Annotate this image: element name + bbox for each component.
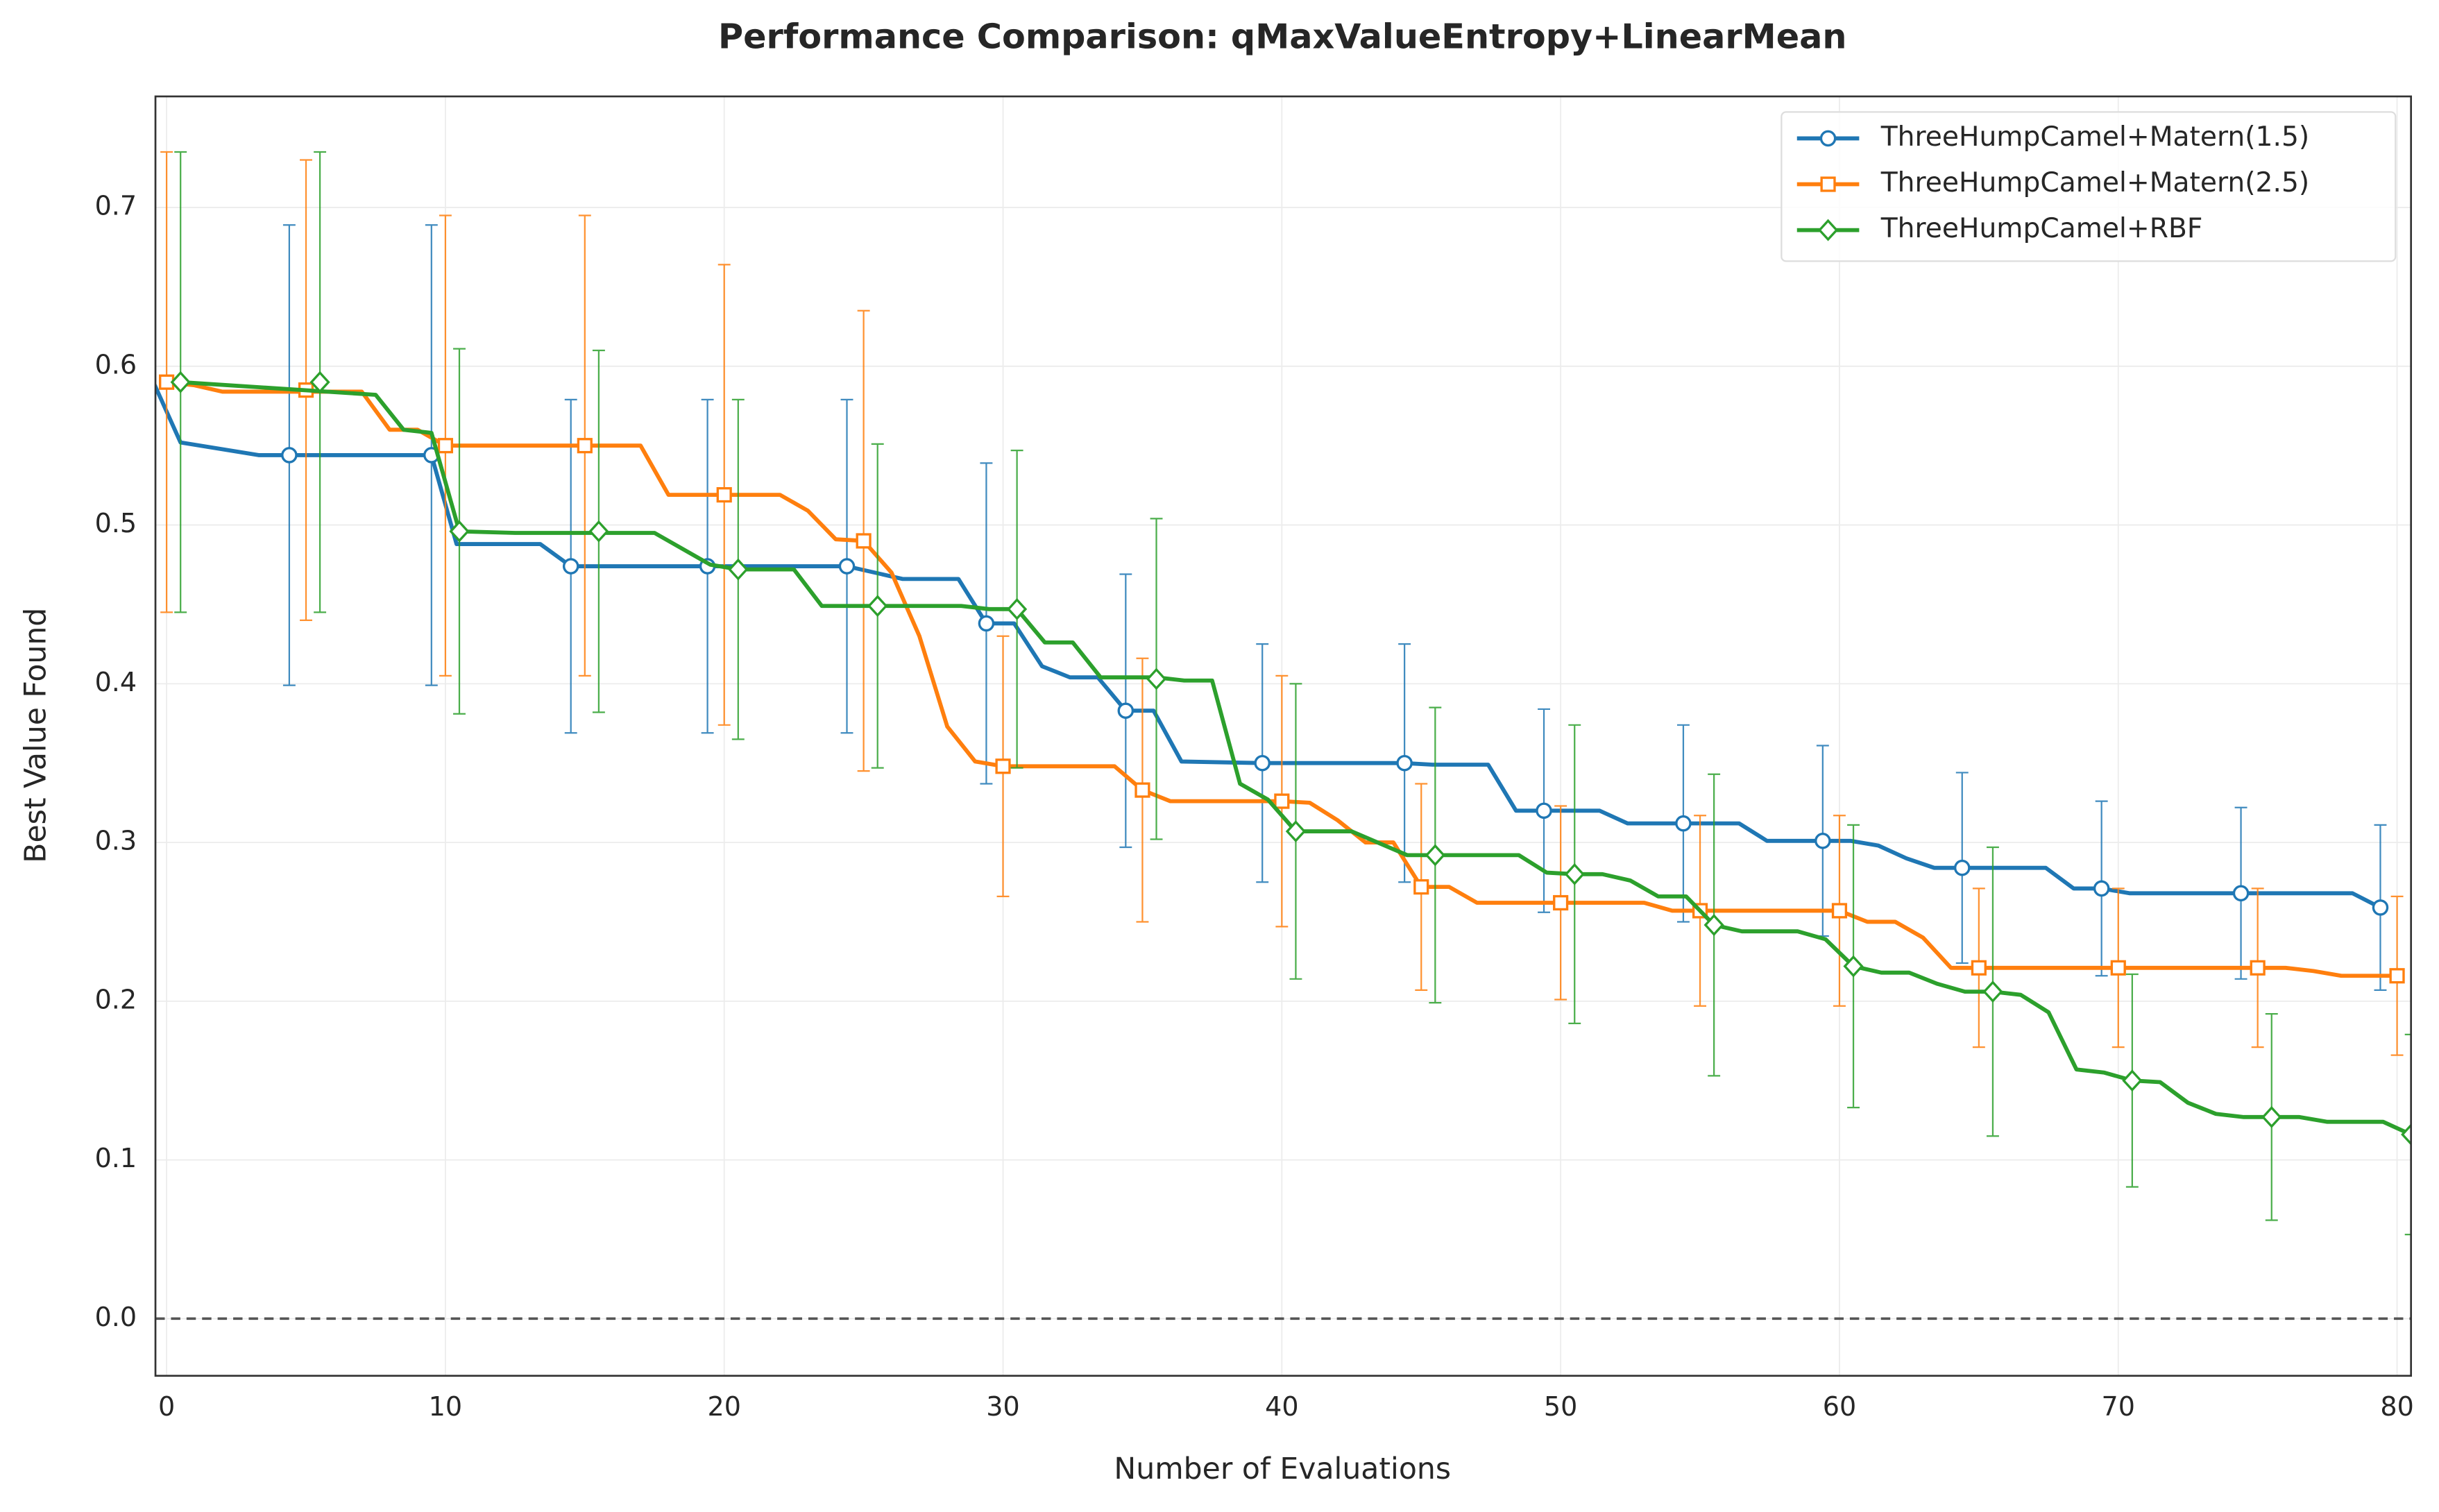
y-tick-label: 0.3 xyxy=(95,826,137,856)
y-tick-label: 0.7 xyxy=(95,191,137,221)
marker xyxy=(1815,833,1831,849)
marker xyxy=(1117,702,1134,719)
marker xyxy=(437,438,454,454)
y-tick-label: 0.0 xyxy=(95,1302,137,1332)
marker xyxy=(1274,793,1290,809)
x-tick-label: 30 xyxy=(986,1391,1019,1422)
marker xyxy=(281,447,298,464)
marker xyxy=(1675,815,1692,832)
x-tick-label: 80 xyxy=(2380,1391,2413,1422)
x-tick-label: 50 xyxy=(1544,1391,1577,1422)
legend: ThreeHumpCamel+Matern(1.5) ThreeHumpCamel… xyxy=(1781,111,2397,262)
marker xyxy=(1553,894,1569,911)
x-tick-label: 20 xyxy=(707,1391,740,1422)
marker xyxy=(2122,1069,2143,1092)
x-tick-label: 60 xyxy=(1823,1391,1856,1422)
marker xyxy=(309,371,330,393)
marker xyxy=(995,758,1011,774)
marker xyxy=(1285,820,1307,843)
legend-label: ThreeHumpCamel+RBF xyxy=(1880,213,2203,244)
marker xyxy=(867,595,888,618)
marker xyxy=(728,558,749,581)
error-bar xyxy=(2404,1033,2411,1236)
marker xyxy=(1254,754,1271,772)
y-tick-label: 0.5 xyxy=(95,508,137,538)
marker xyxy=(1820,176,1836,192)
x-tick-label: 70 xyxy=(2102,1391,2135,1422)
marker xyxy=(2389,968,2405,984)
x-tick-label: 0 xyxy=(158,1391,175,1422)
x-tick-label: 40 xyxy=(1265,1391,1298,1422)
marker xyxy=(716,487,732,503)
axes: 0 10 20 30 40 50 60 70 80 0.0 0.1 0.2 0.3 0.4 0.5 0.6 0.… xyxy=(95,191,2414,1422)
marker xyxy=(1396,754,1413,772)
marker xyxy=(978,615,995,632)
y-tick-label: 0.2 xyxy=(95,984,137,1014)
marker xyxy=(1831,903,1848,919)
series-line xyxy=(155,382,2381,910)
marker xyxy=(1819,130,1837,147)
marker xyxy=(1007,597,1028,620)
plot-area xyxy=(155,151,2411,1320)
marker xyxy=(838,558,856,575)
plot-frame xyxy=(154,95,2413,1377)
y-tick-label: 0.1 xyxy=(95,1143,137,1173)
marker xyxy=(170,371,191,393)
y-axis-label: Best Value Found xyxy=(18,608,53,863)
marker xyxy=(2372,899,2389,916)
marker xyxy=(588,520,609,543)
marker xyxy=(1971,960,1987,976)
marker xyxy=(1413,879,1429,895)
marker xyxy=(856,533,872,549)
marker xyxy=(1982,980,2003,1003)
legend-label: ThreeHumpCamel+Matern(2.5) xyxy=(1880,167,2309,198)
marker xyxy=(1843,955,1864,978)
x-tick-label: 10 xyxy=(429,1391,462,1422)
marker xyxy=(577,438,593,454)
y-tick-label: 0.6 xyxy=(95,349,137,380)
marker xyxy=(562,558,579,575)
marker xyxy=(1425,844,1445,867)
marker xyxy=(1146,668,1167,690)
marker xyxy=(2261,1105,2282,1128)
chart-title: Performance Comparison: qMaxValueEntropy… xyxy=(718,17,1846,57)
marker xyxy=(2250,960,2266,976)
legend-box xyxy=(1781,111,2397,262)
marker xyxy=(1953,859,1971,876)
x-axis-label: Number of Evaluations xyxy=(1114,1452,1451,1486)
marker xyxy=(2093,880,2110,897)
marker xyxy=(449,520,470,543)
marker xyxy=(1817,219,1839,241)
marker xyxy=(1703,914,1724,936)
y-tick-label: 0.4 xyxy=(95,667,137,697)
legend-label: ThreeHumpCamel+Matern(1.5) xyxy=(1880,121,2309,153)
marker xyxy=(2232,885,2250,902)
marker xyxy=(1134,782,1150,798)
marker xyxy=(2401,1123,2411,1146)
marker xyxy=(2110,960,2126,976)
marker xyxy=(1536,802,1552,819)
marker xyxy=(1564,863,1585,885)
